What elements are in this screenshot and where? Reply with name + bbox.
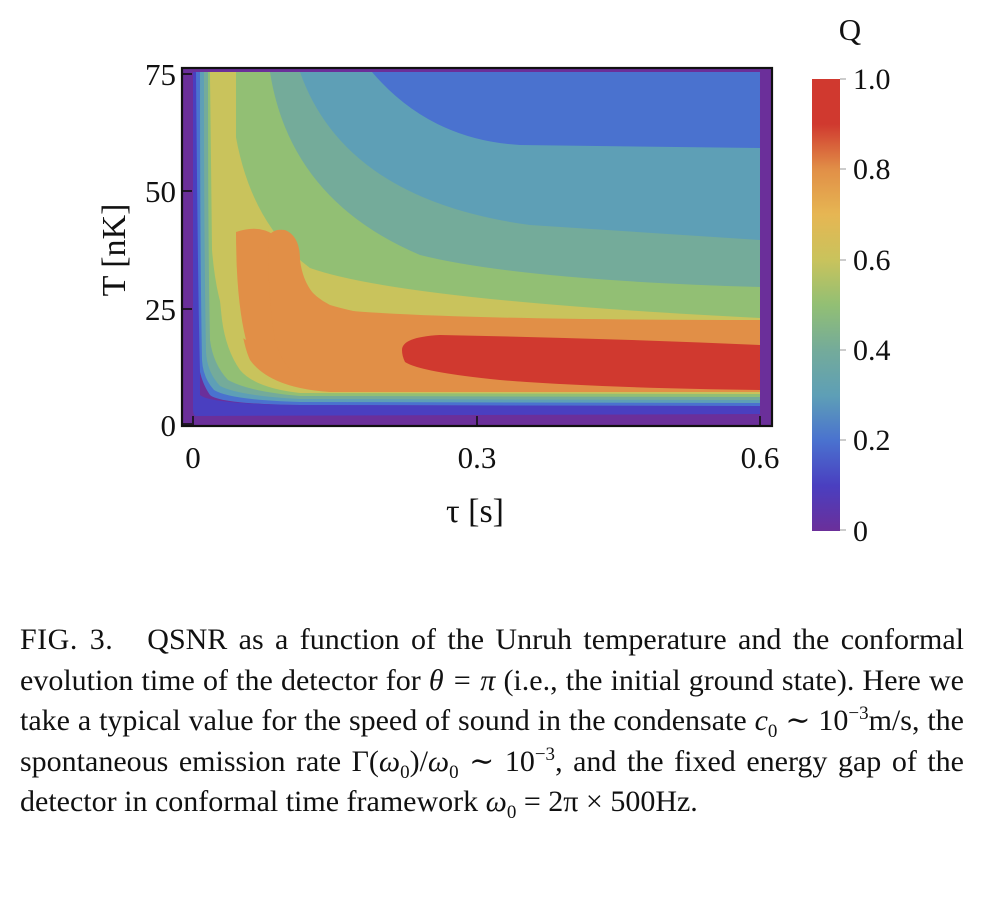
y-tick-label: 25	[145, 292, 176, 327]
theta-equation: θ = π	[428, 663, 496, 697]
caption-paragraph: FIG. 3. QSNR as a function of the Unruh …	[20, 620, 964, 823]
colorbar-tick-label: 0.2	[853, 424, 891, 457]
contour-band-0-7-refine	[210, 72, 246, 340]
exponent-1: −3	[848, 703, 869, 724]
caption-text-2: (i.e., the initial ground state). Here w…	[20, 663, 964, 738]
y-tick-label: 0	[161, 408, 177, 443]
colorbar-tick-label: 1.0	[853, 63, 891, 96]
sim-2: ∼ 10	[458, 744, 535, 778]
figure-caption: FIG. 3. QSNR as a function of the Unruh …	[20, 620, 964, 823]
contour-band-0-9	[402, 335, 760, 390]
x-tick-label: 0	[185, 440, 201, 475]
x-axis-label: τ [s]	[446, 493, 504, 530]
y-tick-label: 50	[145, 174, 176, 209]
colorbar-title: Q	[839, 12, 861, 47]
final-equation: = 2π × 500Hz.	[516, 785, 698, 818]
colorbar-tick-label: 0.8	[853, 153, 891, 186]
ratio-mid: )/	[409, 744, 428, 778]
colorbar-tick-label: 0	[853, 515, 868, 548]
y-tick-label: 75	[145, 57, 176, 92]
y-axis	[182, 73, 192, 425]
colorbar-gradient	[812, 79, 840, 531]
contour-plot-area	[182, 68, 772, 426]
unit-text: m/s, the spontaneous emission rate Γ(	[20, 704, 964, 778]
caption-text-3: , and the fixed energy gap of the detect…	[20, 744, 964, 819]
colorbar-tick-label: 0.4	[853, 334, 891, 367]
x-tick-label: 0.3	[458, 440, 497, 475]
c0-symbol: c	[754, 704, 768, 737]
exponent-2: −3	[534, 743, 556, 765]
figure-label: FIG. 3.	[20, 623, 114, 656]
omega-symbol: ω	[378, 744, 401, 778]
contour-figure: 75 50 25 0 0 0.3 0.6 τ [s] T [nK] Q 1.0 …	[96, 12, 891, 548]
x-tick-label: 0.6	[741, 440, 780, 475]
y-axis-label: T [nK]	[96, 204, 133, 297]
sim-1: ∼ 10	[777, 704, 849, 737]
omega-subscript: 0	[400, 761, 410, 783]
c0-subscript: 0	[767, 721, 778, 742]
omega-symbol: ω	[427, 744, 450, 778]
colorbar-tick-label: 0.6	[853, 244, 891, 277]
omega-subscript: 0	[449, 761, 459, 783]
omega-subscript: 0	[506, 802, 517, 823]
colorbar: Q 1.0 0.8 0.6 0.4 0.2 0	[812, 12, 891, 548]
x-axis	[192, 416, 761, 426]
caption-text-1: QSNR as a function of the Unruh temperat…	[20, 623, 964, 697]
omega-symbol: ω	[485, 785, 507, 818]
